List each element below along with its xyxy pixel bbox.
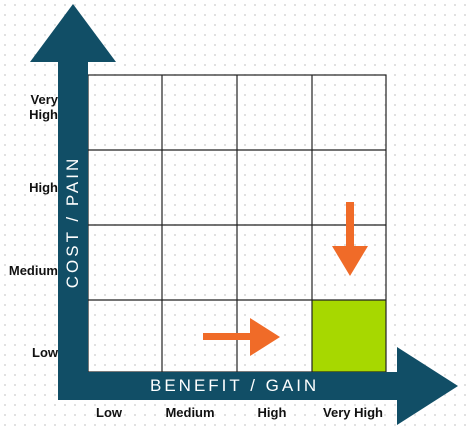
x-level-very-high: Very High [323,405,383,420]
y-level-very-high: Very High [29,92,58,122]
x-level-high: High [257,405,287,420]
y-level-high: High [29,180,58,195]
x-level-medium: Medium [165,405,215,420]
y-level-low: Low [32,345,58,360]
y-level-medium: Medium [8,263,58,278]
x-level-low: Low [96,405,122,420]
x-axis-title: BENEFIT / GAIN [150,376,320,395]
highlight-cell [312,300,386,372]
y-axis-title: COST / PAIN [63,155,82,289]
right-arrow-icon [203,318,280,356]
down-arrow-icon [332,202,368,276]
x-axis-arrow [58,347,458,425]
y-axis-arrow [30,4,116,400]
